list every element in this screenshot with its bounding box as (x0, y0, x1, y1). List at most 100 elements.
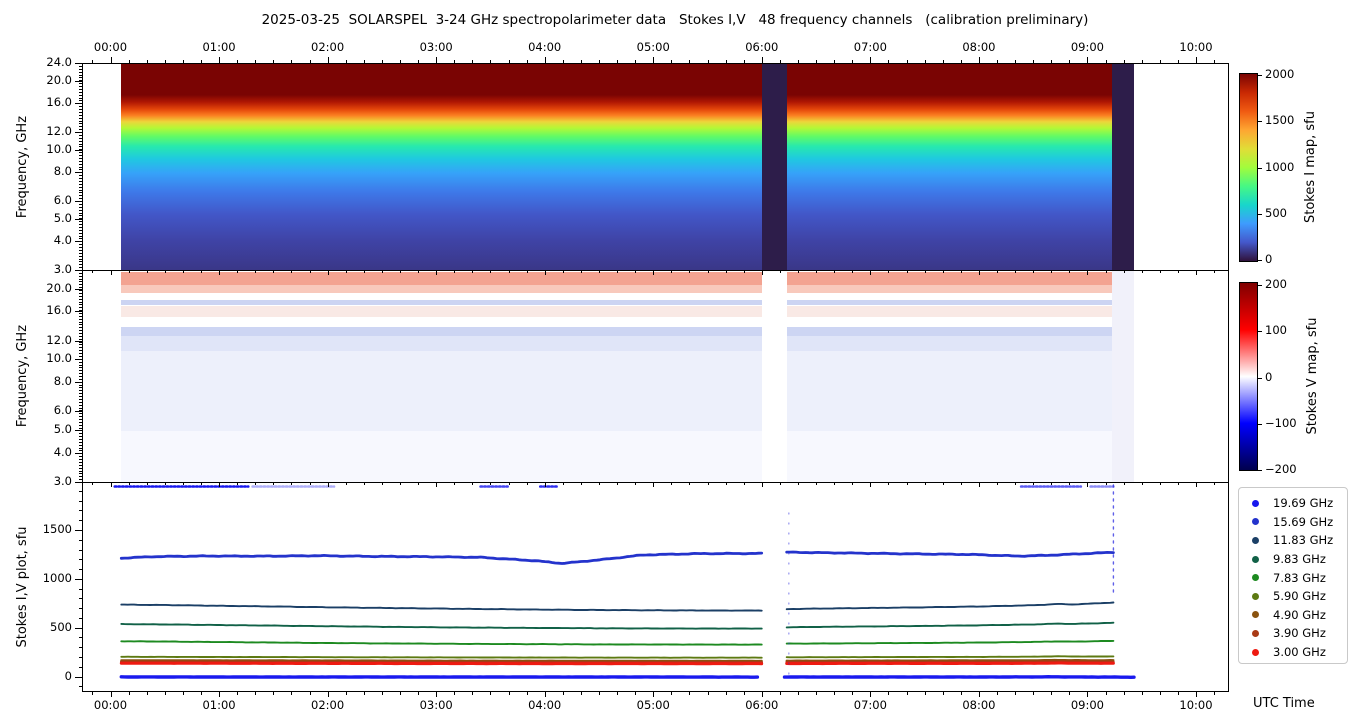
time-tick (1141, 270, 1143, 273)
series-7.83-GHz (785, 639, 1115, 645)
time-tick (797, 691, 799, 695)
time-tick (1177, 270, 1179, 273)
no-data-region (1134, 271, 1228, 482)
freq-minor-tick (78, 83, 82, 85)
sfu-minor-tick (78, 637, 82, 639)
time-tick (617, 59, 619, 63)
time-tick (1141, 482, 1143, 485)
freq-minor-tick (78, 441, 82, 443)
time-tick (363, 482, 365, 485)
time-tick (852, 270, 854, 273)
legend-item: 19.69 GHz (1239, 494, 1347, 513)
freq-minor-tick (78, 335, 82, 337)
series-4.90-GHz (120, 659, 763, 663)
sfu-tick (75, 529, 82, 531)
freq-minor-tick (78, 157, 82, 159)
stokes-v-band (121, 335, 1113, 352)
time-tick (273, 270, 275, 273)
freq-minor-tick (78, 381, 82, 383)
time-tick (1214, 482, 1216, 485)
time-tick (761, 270, 763, 275)
freq-minor-tick (78, 203, 82, 205)
freq-tick-label: 16.0 (46, 303, 72, 318)
time-tick (164, 691, 166, 695)
colorbar-tick-label: 100 (1265, 323, 1287, 338)
freq-tick-label: 4.0 (53, 233, 72, 248)
sfu-minor-tick (78, 686, 82, 688)
freq-tick-label: 5.0 (53, 211, 72, 226)
time-tick (1105, 482, 1107, 485)
time-tick (472, 482, 474, 485)
time-tick-label: 04:00 (528, 698, 562, 712)
time-tick (834, 482, 836, 485)
time-tick (906, 270, 908, 273)
time-tick (363, 59, 365, 63)
sfu-tick-label: 1000 (42, 570, 72, 585)
time-tick (562, 482, 564, 485)
colorbar-tick (1257, 331, 1262, 333)
freq-minor-tick (78, 476, 82, 478)
freq-minor-tick (78, 350, 82, 352)
legend-item: 15.69 GHz (1239, 513, 1347, 532)
stokes-i-spectrogram (121, 64, 1113, 270)
time-tick-label: 09:00 (1070, 698, 1105, 712)
freq-minor-tick (78, 338, 82, 340)
time-tick (255, 270, 257, 273)
freq-minor-tick (78, 298, 82, 300)
time-tick-label: 02:00 (311, 40, 345, 54)
data-end-band (1112, 64, 1134, 270)
freq-minor-tick (78, 390, 82, 392)
freq-minor-tick (78, 175, 82, 177)
legend-label: 9.83 GHz (1273, 552, 1326, 567)
time-tick (381, 482, 383, 485)
freq-minor-tick (78, 407, 82, 409)
time-tick (92, 482, 94, 485)
freq-minor-tick (78, 244, 82, 246)
time-tick (1214, 59, 1216, 63)
time-tick (797, 59, 799, 63)
freq-minor-tick (78, 160, 82, 162)
time-tick (598, 270, 600, 273)
freq-minor-tick (78, 195, 82, 197)
time-tick (852, 59, 854, 63)
time-tick (580, 691, 582, 695)
time-tick (255, 691, 257, 695)
time-tick-label: 10:00 (1179, 40, 1213, 54)
freq-minor-tick (78, 94, 82, 96)
time-tick (454, 691, 456, 695)
freq-minor-tick (78, 91, 82, 93)
time-tick (870, 57, 872, 63)
time-tick (797, 482, 799, 485)
freq-minor-tick (78, 68, 82, 70)
time-tick (1033, 270, 1035, 273)
time-tick (327, 482, 329, 487)
time-tick (743, 59, 745, 63)
time-tick (996, 270, 998, 273)
time-tick (779, 59, 781, 63)
time-tick-label: 08:00 (962, 698, 996, 712)
colorbar-tick (1257, 213, 1262, 215)
time-tick-label: 01:00 (202, 698, 236, 712)
time-tick (363, 270, 365, 273)
time-tick (291, 691, 293, 695)
time-tick (653, 57, 655, 63)
series-3.00-GHz (119, 661, 764, 666)
time-tick (816, 482, 818, 485)
time-tick (580, 59, 582, 63)
colorbar-tick-label: −200 (1265, 462, 1297, 476)
freq-tick (75, 288, 82, 290)
freq-minor-tick (78, 447, 82, 449)
freq-minor-tick (78, 427, 82, 429)
freq-minor-tick (78, 152, 82, 154)
time-tick (870, 691, 872, 697)
time-tick (164, 59, 166, 63)
time-tick (779, 482, 781, 485)
time-tick (978, 482, 980, 487)
time-tick (580, 482, 582, 485)
stokes-i-map-panel (82, 63, 1229, 271)
time-tick (381, 691, 383, 695)
stokes-plot-axis-label: Stokes I,V plot, sfu (14, 526, 30, 648)
sfu-minor-tick (78, 490, 82, 492)
time-tick (526, 270, 528, 273)
freq-minor-tick (78, 301, 82, 303)
